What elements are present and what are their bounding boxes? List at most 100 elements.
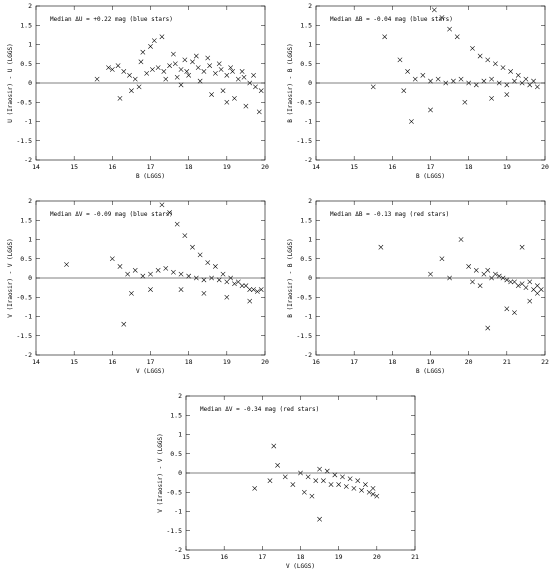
data-point [470, 279, 475, 285]
data-point [258, 287, 264, 292]
x-tick-label: 14 [312, 163, 320, 171]
data-point [534, 84, 540, 90]
x-axis-label: V (LGGS) [136, 368, 165, 375]
data-point [462, 99, 468, 105]
y-tick-label: 0 [308, 79, 312, 87]
data-point [443, 80, 449, 86]
data-point [321, 478, 326, 484]
data-point [207, 63, 213, 69]
y-tick-label: -2 [304, 351, 312, 359]
data-point [159, 34, 165, 40]
data-point [121, 321, 127, 327]
y-tick-label: 1.5 [20, 21, 32, 29]
x-tick-label: 16 [108, 163, 116, 171]
x-tick-label: 15 [70, 358, 78, 366]
data-point [489, 96, 494, 101]
data-point [485, 57, 491, 63]
data-point [148, 44, 153, 49]
y-tick-label: 1 [28, 236, 32, 244]
data-point [230, 69, 235, 74]
data-point [531, 287, 536, 292]
data-point [370, 84, 376, 90]
scatter-panel-u-blue: 14 15 16 17 18 19 20 -2 -1.5 -1 -0.5 0 0.5 1 1.5 2 Media… [0, 0, 280, 190]
data-point [515, 72, 521, 78]
x-tick-label: 16 [108, 358, 116, 366]
x-tick-label: 19 [427, 358, 435, 366]
data-point [496, 80, 502, 86]
x-tick-label: 20 [261, 163, 269, 171]
data-point [106, 65, 111, 70]
data-point [212, 70, 218, 76]
data-point [527, 279, 533, 285]
data-point [201, 291, 207, 296]
data-point [309, 493, 315, 499]
x-tick-label: 17 [258, 553, 266, 561]
data-point [504, 306, 510, 312]
data-point [193, 53, 199, 59]
x-tick-label: 20 [261, 358, 269, 366]
y-tick-label: 1.5 [300, 21, 312, 29]
chart-svg: 14 15 16 17 18 19 20 -2 -1.5 -1 -0.5 0 0.5 1 1.5 2 Media… [287, 2, 549, 180]
data-point [328, 482, 334, 487]
data-point [458, 237, 464, 242]
data-point [313, 478, 319, 484]
data-point [447, 275, 452, 281]
data-point [466, 264, 472, 269]
data-point [129, 88, 134, 94]
y-tick-label: 2 [28, 2, 32, 10]
y-axis-label: B (Iraosir) - B (LGGS) [287, 43, 294, 122]
data-point [504, 92, 510, 97]
data-point [117, 96, 123, 101]
data-point [477, 53, 483, 59]
data-point [178, 271, 184, 277]
y-tick-label: 0 [308, 274, 312, 282]
y-axis-label: U (Iraosir) - U (LGGS) [7, 43, 14, 122]
y-tick-label: 0.5 [170, 450, 182, 458]
data-point [324, 468, 330, 474]
data-point [492, 61, 498, 67]
x-tick-label: 16 [312, 358, 320, 366]
data-point [171, 269, 176, 275]
y-tick-label: -0.5 [16, 98, 32, 106]
data-point [216, 277, 222, 283]
data-point [117, 264, 123, 269]
data-point [132, 76, 138, 82]
data-point [178, 82, 184, 88]
x-tick-label: 19 [223, 358, 231, 366]
data-point [178, 67, 184, 72]
x-tick-label: 18 [185, 163, 193, 171]
data-point [186, 72, 192, 78]
x-tick-label: 18 [297, 553, 305, 561]
data-point [151, 38, 157, 44]
data-point [193, 275, 199, 281]
data-point [370, 486, 376, 491]
y-tick-label: 0 [28, 274, 32, 282]
data-point [220, 88, 226, 94]
x-tick-label: 15 [70, 163, 78, 171]
data-point [519, 244, 525, 250]
data-point [161, 69, 167, 74]
data-point [243, 103, 249, 109]
data-point [174, 74, 180, 80]
y-tick-label: -0.5 [296, 293, 312, 301]
data-point [355, 478, 361, 484]
scatter-panel-b-red: 16 17 18 19 20 21 22 -2 -1.5 -1 -0.5 0 0.5 1 1.5 2 Media… [280, 195, 560, 385]
data-point [129, 291, 134, 296]
y-tick-label: -1.5 [16, 332, 32, 340]
x-tick-label: 21 [503, 358, 511, 366]
data-point [523, 285, 529, 291]
data-point [150, 67, 155, 72]
data-point [182, 57, 188, 63]
data-point [378, 244, 384, 250]
data-point [178, 287, 184, 292]
data-point [508, 279, 514, 285]
y-tick-label: 2 [28, 197, 32, 205]
data-point [155, 65, 161, 70]
data-point [508, 69, 514, 74]
data-point [220, 271, 226, 277]
data-point [519, 80, 525, 86]
data-point [347, 476, 353, 482]
y-tick-label: 1.5 [300, 216, 312, 224]
median-annotation: Median ΔU = +0.22 mag (blue stars) [50, 16, 173, 23]
data-point [190, 244, 195, 250]
